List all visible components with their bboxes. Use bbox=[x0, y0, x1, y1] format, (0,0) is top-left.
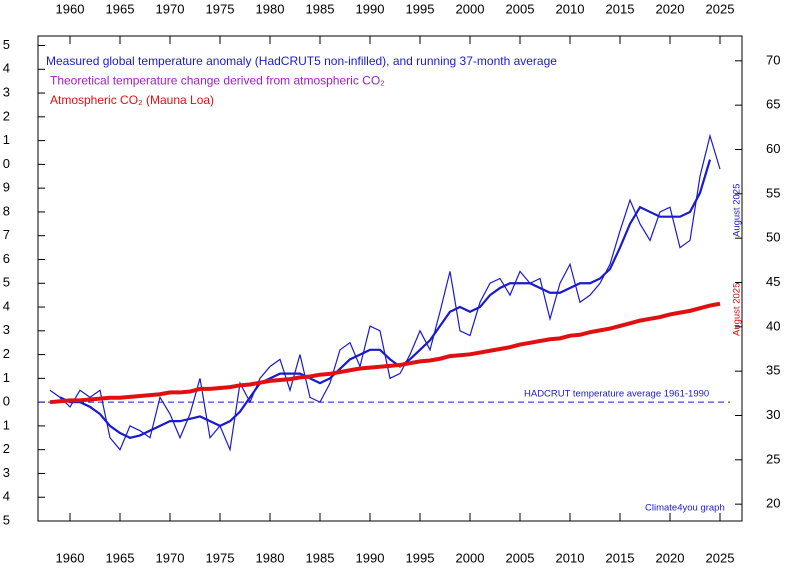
x-tick-label: 2015 bbox=[606, 550, 635, 565]
x-tick-label: 1960 bbox=[56, 1, 85, 16]
y2-tick-label: 70 bbox=[766, 52, 780, 67]
x-tick-label: 2020 bbox=[656, 1, 685, 16]
y-tick-label: 5 bbox=[3, 37, 10, 52]
reference-label: HADCRUT temperature average 1961-1990 bbox=[524, 389, 709, 400]
y-tick-label: 1 bbox=[3, 370, 10, 385]
y2-tick-label: 60 bbox=[766, 141, 780, 156]
x-tick-label: 1985 bbox=[306, 550, 335, 565]
x-tick-label: 2025 bbox=[706, 1, 735, 16]
series-line bbox=[59, 159, 712, 439]
y-tick-label: 4 bbox=[3, 298, 10, 313]
y-tick-label: 3 bbox=[3, 465, 10, 480]
x-tick-label: 2015 bbox=[606, 1, 635, 16]
y-tick-label: 1 bbox=[3, 417, 10, 432]
y-tick-label: 3 bbox=[3, 84, 10, 99]
y-tick-label: 2 bbox=[3, 108, 10, 123]
x-tick-label: 1970 bbox=[156, 1, 185, 16]
credit: Climate4you graph bbox=[645, 503, 725, 514]
y-tick-label: 4 bbox=[3, 489, 10, 504]
y2-tick-label: 65 bbox=[766, 97, 780, 112]
x-tick-label: 1980 bbox=[256, 550, 285, 565]
y2-tick-label: 35 bbox=[766, 363, 780, 378]
y-tick-label: 0 bbox=[3, 156, 10, 171]
y-tick-label: 6 bbox=[3, 251, 10, 266]
y2-tick-label: 55 bbox=[766, 185, 780, 200]
x-tick-label: 2000 bbox=[456, 1, 485, 16]
y-tick-label: 4 bbox=[3, 61, 10, 76]
y2-tick-label: 30 bbox=[766, 407, 780, 422]
x-tick-label: 1985 bbox=[306, 1, 335, 16]
y-tick-label: 3 bbox=[3, 322, 10, 337]
x-tick-label: 2010 bbox=[556, 1, 585, 16]
legend-entry: Atmospheric CO₂ (Mauna Loa) bbox=[50, 93, 214, 107]
y-tick-label: 2 bbox=[3, 441, 10, 456]
x-tick-label: 1990 bbox=[356, 1, 385, 16]
y2-tick-label: 20 bbox=[766, 496, 780, 511]
legend-entry: Measured global temperature anomaly (Had… bbox=[46, 54, 557, 68]
y2-tick-label: 45 bbox=[766, 274, 780, 289]
x-tick-label: 1975 bbox=[206, 550, 235, 565]
plot-frame bbox=[37, 35, 743, 522]
x-tick-label: 1965 bbox=[106, 550, 135, 565]
y2-tick-label: 40 bbox=[766, 318, 780, 333]
x-tick-label: 1975 bbox=[206, 1, 235, 16]
end-label: August 2025 bbox=[732, 283, 743, 336]
x-tick-label: 2005 bbox=[506, 1, 535, 16]
y-tick-label: 5 bbox=[3, 275, 10, 290]
end-label: August 2025 bbox=[732, 184, 743, 237]
y2-tick-label: 50 bbox=[766, 230, 780, 245]
legend-entry: Theoretical temperature change derived f… bbox=[50, 74, 385, 88]
x-tick-label: 1980 bbox=[256, 1, 285, 16]
y-tick-label: 0 bbox=[3, 394, 10, 409]
x-tick-label: 1965 bbox=[106, 1, 135, 16]
x-tick-label: 1990 bbox=[356, 550, 385, 565]
x-tick-label: 2025 bbox=[706, 550, 735, 565]
x-tick-label: 1970 bbox=[156, 550, 185, 565]
series-line bbox=[49, 301, 721, 405]
y-tick-label: 7 bbox=[3, 227, 10, 242]
x-tick-label: 2000 bbox=[456, 550, 485, 565]
x-tick-label: 2010 bbox=[556, 550, 585, 565]
y-tick-label: 2 bbox=[3, 346, 10, 361]
x-tick-label: 1960 bbox=[56, 550, 85, 565]
x-tick-label: 1995 bbox=[406, 1, 435, 16]
y-tick-label: 9 bbox=[3, 180, 10, 195]
y-tick-label: 5 bbox=[3, 512, 10, 527]
y2-tick-label: 25 bbox=[766, 451, 780, 466]
x-tick-label: 2005 bbox=[506, 550, 535, 565]
x-tick-label: 2020 bbox=[656, 550, 685, 565]
y-tick-label: 1 bbox=[3, 132, 10, 147]
x-tick-label: 1995 bbox=[406, 550, 435, 565]
y-tick-label: 8 bbox=[3, 203, 10, 218]
